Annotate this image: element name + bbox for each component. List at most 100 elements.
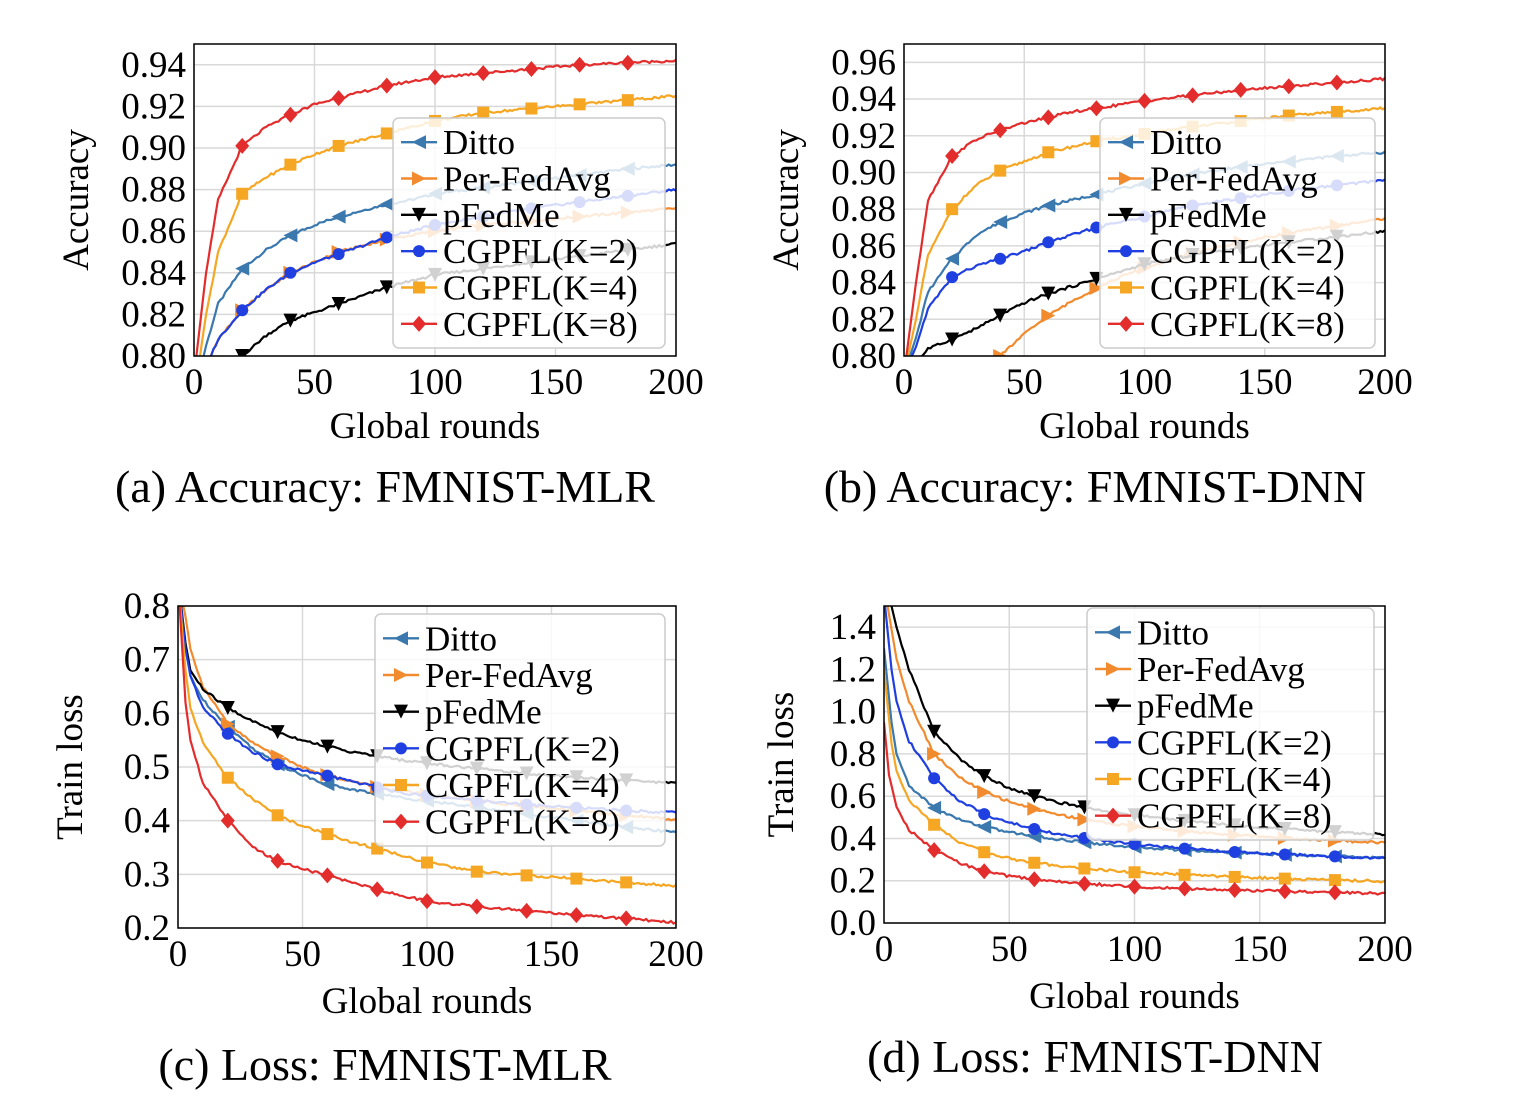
data-point — [993, 215, 1008, 230]
legend: DittoPer-FedAvgpFedMeCGPFL(K=2)CGPFL(K=4… — [392, 117, 666, 349]
legend-marker — [394, 668, 408, 682]
y-tick-label: 0.6 — [830, 776, 876, 817]
y-tick-label: 0.86 — [121, 211, 186, 252]
legend-marker — [1106, 625, 1120, 640]
legend-label: Per-FedAvg — [425, 656, 593, 695]
data-point — [977, 863, 992, 880]
data-point — [1185, 87, 1200, 104]
data-point — [1028, 822, 1041, 835]
y-tick-label: 0.96 — [831, 42, 896, 83]
plot-frame — [883, 605, 1386, 924]
data-point — [977, 819, 992, 834]
legend-marker — [395, 779, 407, 791]
data-point — [1028, 856, 1041, 869]
legend: DittoPer-FedAvgpFedMeCGPFL(K=2)CGPFL(K=4… — [1086, 607, 1375, 841]
legend-label: pFedMe — [1150, 196, 1267, 235]
data-point — [1128, 838, 1141, 851]
data-point — [235, 261, 250, 276]
y-tick-label: 0.84 — [831, 263, 896, 304]
data-point — [1042, 146, 1055, 159]
data-point — [477, 106, 490, 119]
legend-marker — [1106, 662, 1120, 676]
legend-marker — [1107, 736, 1119, 749]
legend-marker — [413, 281, 425, 294]
legend-label: pFedMe — [443, 196, 560, 235]
legend-label: Per-FedAvg — [443, 160, 611, 199]
data-point — [321, 828, 334, 841]
y-tick-label: 0.80 — [831, 336, 896, 377]
y-tick-label: 0.3 — [124, 854, 170, 895]
y-tick-label: 0.88 — [121, 170, 186, 211]
y-tick-label: 0.4 — [124, 801, 170, 842]
data-point — [620, 54, 635, 71]
y-tick-label: 0.88 — [831, 189, 896, 230]
data-point — [331, 90, 346, 107]
x-tick-label: 200 — [1357, 929, 1413, 970]
data-point — [993, 349, 1008, 356]
data-point — [619, 910, 634, 927]
data-point — [284, 266, 297, 279]
x-tick-label: 0 — [169, 934, 188, 975]
legend-label: CGPFL(K=2) — [425, 729, 620, 768]
y-tick-label: 0.92 — [831, 116, 896, 157]
plot-frame — [177, 605, 677, 929]
data-point — [946, 271, 959, 284]
data-point — [321, 769, 334, 782]
y-axis-label: Accuracy — [766, 129, 807, 271]
panel-loss-dnn: 0 50 100 150 200 0.00.20.40.60.81.01.21.4 Glob… — [761, 605, 1413, 1082]
data-point — [271, 758, 284, 771]
data-point — [520, 869, 533, 882]
data-point — [928, 818, 941, 831]
series-CGPFL(K=8) — [905, 74, 1385, 356]
x-axis-label: Global rounds — [1039, 406, 1250, 447]
data-point — [283, 106, 298, 123]
data-point — [525, 102, 538, 115]
data-point — [1077, 812, 1092, 827]
data-point — [220, 700, 235, 715]
data-point — [945, 251, 960, 266]
legend-label: CGPFL(K=8) — [1137, 797, 1332, 836]
panel-accuracy-mlr: 0 50 100 150 200 0.800.820.840.860.880.900.92… — [56, 43, 704, 512]
y-tick-label: 0.82 — [121, 294, 186, 335]
y-tick-label: 0.92 — [121, 86, 186, 127]
data-point — [994, 252, 1007, 265]
data-point — [421, 856, 433, 869]
series-CGPFL(K=4) — [179, 606, 676, 889]
data-point — [993, 122, 1008, 139]
data-point — [1327, 884, 1342, 901]
data-point — [1042, 236, 1055, 249]
data-point — [977, 769, 992, 784]
series-CGPFL(K=8) — [195, 54, 676, 356]
data-point — [927, 724, 942, 739]
panel-caption: (b) Accuracy: FMNIST-DNN — [824, 461, 1367, 512]
data-point — [945, 147, 960, 164]
legend-label: Ditto — [1150, 123, 1222, 162]
data-point — [621, 94, 634, 107]
data-point — [220, 717, 235, 732]
data-point — [572, 56, 587, 73]
series-CGPFL(K=8) — [178, 606, 676, 927]
data-point — [1329, 74, 1344, 91]
y-tick-label: 0.8 — [830, 734, 876, 775]
data-point — [1078, 862, 1091, 875]
data-point — [978, 808, 991, 821]
y-tick-label: 0.90 — [121, 128, 186, 169]
x-tick-label: 150 — [1237, 362, 1293, 403]
legend-label: CGPFL(K=2) — [1150, 232, 1345, 271]
y-tick-label: 0.82 — [831, 299, 896, 340]
panel-caption: (d) Loss: FMNIST-DNN — [867, 1031, 1323, 1082]
legend-label: CGPFL(K=4) — [1150, 269, 1345, 308]
data-point — [1228, 845, 1241, 858]
data-point — [476, 65, 491, 82]
y-tick-label: 1.0 — [830, 692, 876, 733]
x-tick-label: 150 — [528, 362, 584, 403]
data-point — [1041, 109, 1056, 126]
panel-accuracy-dnn: 0 50 100 150 200 0.800.820.840.860.880.900.92… — [766, 42, 1413, 512]
legend: DittoPer-FedAvgpFedMeCGPFL(K=2)CGPFL(K=4… — [374, 613, 666, 847]
legend-marker — [413, 245, 425, 258]
data-point — [428, 69, 442, 86]
data-point — [469, 898, 484, 915]
data-point — [1278, 848, 1291, 861]
legend-marker — [1120, 281, 1132, 294]
legend-label: CGPFL(K=4) — [443, 269, 638, 308]
